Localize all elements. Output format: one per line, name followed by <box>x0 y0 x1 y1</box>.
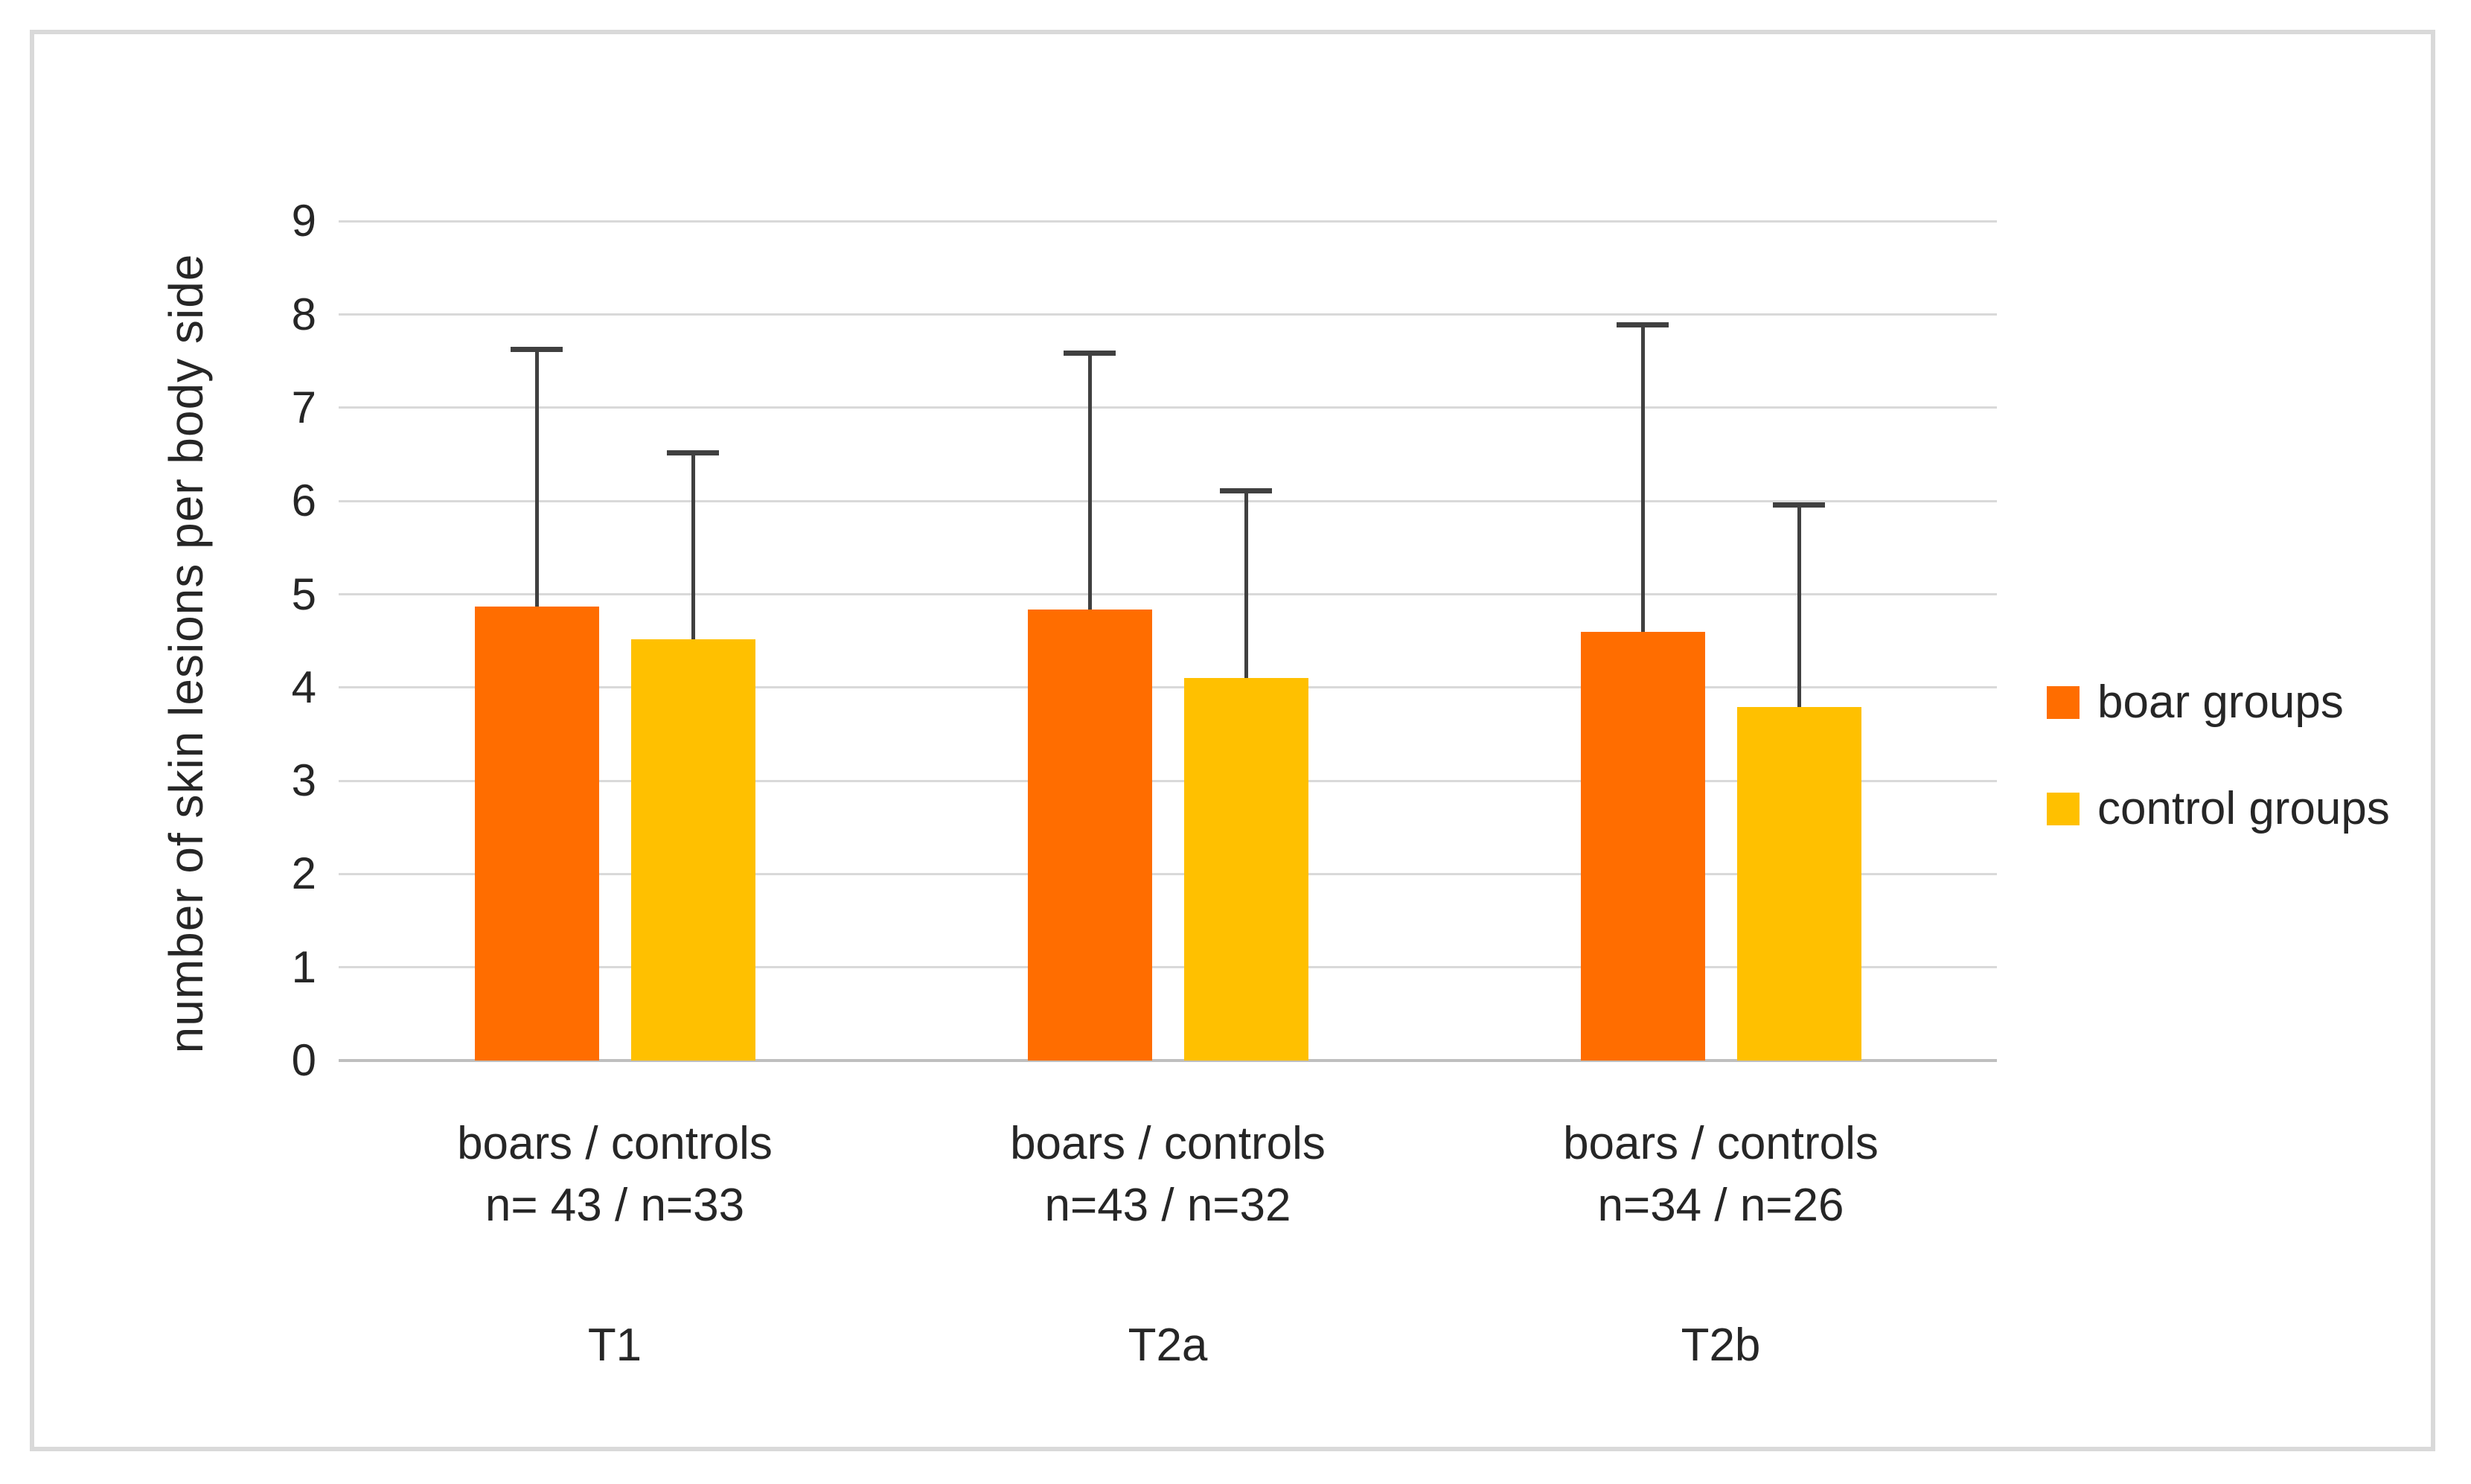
legend: boar groups control groups <box>2047 676 2390 835</box>
y-tick-label: 0 <box>291 1035 316 1085</box>
gridline <box>339 593 1997 595</box>
legend-item-boar-groups: boar groups <box>2047 676 2390 729</box>
category-label-line2: n=34 / n=26 <box>1597 1180 1844 1231</box>
bar-boar-groups-T2a <box>1027 609 1152 1061</box>
y-tick-label: 5 <box>291 569 316 619</box>
gridline <box>339 686 1997 689</box>
category-tier-label: T1 <box>587 1320 642 1371</box>
gridline <box>339 872 1997 875</box>
category-label-line1: boars / controls <box>457 1118 773 1169</box>
category-label-line1: boars / controls <box>1563 1118 1879 1169</box>
error-bar-line <box>1087 352 1092 610</box>
category-label-line1: boars / controls <box>1010 1118 1326 1169</box>
category-label-line2: n=43 / n=32 <box>1044 1180 1291 1231</box>
category-tier-label: T2b <box>1681 1320 1761 1371</box>
gridline <box>339 406 1997 409</box>
y-tick-label: 8 <box>291 289 316 339</box>
y-axis-title: number of skin lesions per body side <box>159 253 213 1054</box>
y-tick-label: 6 <box>291 476 316 526</box>
error-bar-cap <box>1617 322 1669 328</box>
error-bar-cap <box>1220 488 1272 494</box>
y-tick-label: 9 <box>291 196 316 246</box>
error-bar-cap <box>1773 502 1825 508</box>
legend-label-boar-groups: boar groups <box>2097 677 2344 728</box>
error-bar-line <box>691 452 695 639</box>
error-bar-cap <box>1064 350 1116 356</box>
category-label-line2: n= 43 / n=33 <box>485 1180 745 1231</box>
gridline <box>339 779 1997 782</box>
gridline <box>339 313 1997 316</box>
y-tick-label: 1 <box>291 941 316 992</box>
x-axis-baseline <box>339 1059 1997 1062</box>
y-tick-label: 2 <box>291 848 316 899</box>
bar-control-groups-T1 <box>630 639 755 1061</box>
gridline <box>339 499 1997 502</box>
y-tick-label: 7 <box>291 382 316 432</box>
legend-swatch-control-groups <box>2047 792 2080 825</box>
legend-label-control-groups: control groups <box>2097 783 2390 834</box>
y-tick-label: 4 <box>291 662 316 712</box>
category-tier-label: T2a <box>1128 1320 1208 1371</box>
error-bar-line <box>1640 324 1645 632</box>
legend-swatch-boar-groups <box>2047 685 2080 719</box>
error-bar-line <box>1244 490 1248 679</box>
error-bar-line <box>1797 505 1801 708</box>
y-tick-label: 3 <box>291 755 316 806</box>
gridline <box>339 220 1997 223</box>
chart-border <box>30 30 2435 1451</box>
bar-control-groups-T2b <box>1736 707 1861 1061</box>
error-bar-cap <box>511 346 563 352</box>
bar-control-groups-T2a <box>1183 678 1308 1061</box>
error-bar-cap <box>667 450 719 456</box>
bar-boar-groups-T1 <box>474 606 599 1061</box>
legend-item-control-groups: control groups <box>2047 782 2390 835</box>
bar-boar-groups-T2b <box>1580 631 1705 1061</box>
error-bar-line <box>534 348 539 607</box>
gridline <box>339 966 1997 969</box>
